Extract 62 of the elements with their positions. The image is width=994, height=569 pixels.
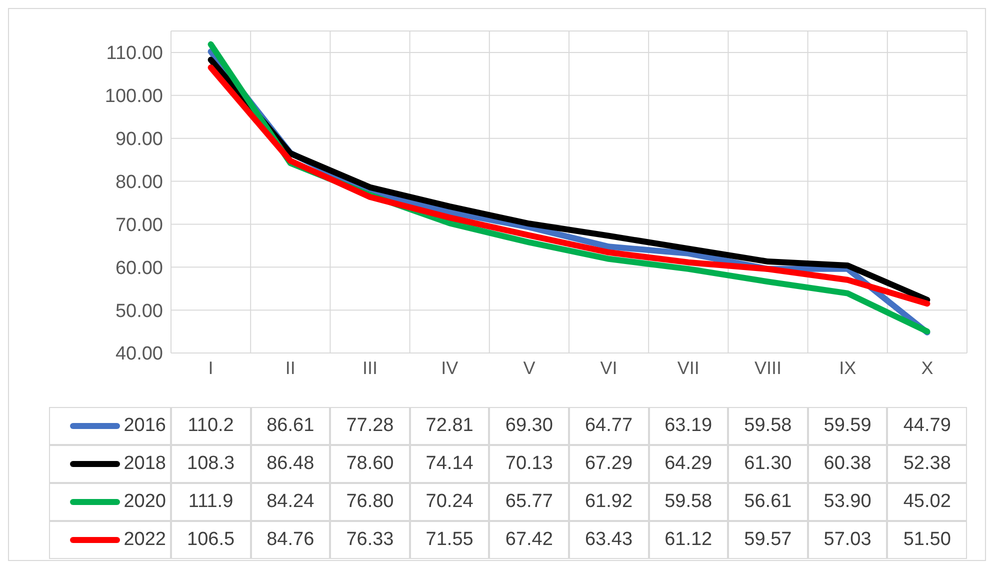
data-label: 69.30	[489, 407, 569, 445]
data-label: 111.9	[171, 483, 251, 521]
x-tick-label: V	[523, 358, 536, 378]
data-label: 70.13	[489, 445, 569, 483]
y-tick-label: 60.00	[115, 258, 163, 279]
x-tick-label: VII	[677, 358, 700, 378]
y-tick-label: 70.00	[115, 214, 163, 236]
y-tick-label: 100.00	[104, 86, 163, 108]
data-label: 76.80	[330, 483, 410, 521]
y-tick-label: 90.00	[115, 129, 163, 150]
data-label: 74.14	[410, 445, 490, 483]
data-label: 60.38	[808, 445, 888, 483]
y-tick-label: 40.00	[115, 344, 163, 365]
data-label: 110.2	[171, 407, 251, 445]
data-label: 84.24	[250, 483, 330, 521]
data-label: 71.55	[410, 521, 490, 559]
x-tick-label: VIII	[754, 358, 782, 378]
x-tick-label: III	[362, 358, 378, 378]
data-label: 53.90	[808, 483, 888, 521]
data-label: 51.50	[887, 521, 967, 559]
data-label: 45.02	[887, 483, 967, 521]
data-label: 76.33	[330, 521, 410, 559]
data-label: 44.79	[887, 407, 967, 445]
x-tick-label: VI	[600, 358, 618, 378]
data-label: 64.77	[568, 407, 649, 445]
legend-label: 2016	[124, 415, 166, 437]
data-label: 52.38	[887, 445, 967, 483]
legend-label: 2020	[124, 491, 166, 513]
data-label: 64.29	[648, 445, 728, 483]
legend-label: 2022	[124, 529, 166, 551]
data-label: 67.29	[568, 445, 649, 483]
data-label: 61.92	[568, 483, 649, 521]
x-tick-label: X	[921, 358, 934, 378]
x-tick-label: II	[285, 358, 296, 378]
y-tick-label: 50.00	[115, 300, 163, 322]
data-label: 56.61	[728, 483, 808, 521]
data-label: 86.48	[250, 445, 330, 483]
data-label: 72.81	[410, 407, 490, 445]
data-label: 84.76	[250, 521, 330, 559]
data-label: 59.59	[808, 407, 888, 445]
data-label: 65.77	[489, 483, 569, 521]
x-tick-label: IX	[839, 358, 856, 378]
data-label: 108.3	[171, 445, 251, 483]
data-label: 67.42	[489, 521, 569, 559]
y-tick-label: 80.00	[115, 172, 163, 194]
legend-label: 2018	[124, 453, 166, 475]
data-label: 59.57	[728, 521, 808, 559]
data-label: 61.12	[648, 521, 728, 559]
y-tick-label: 110.00	[106, 43, 163, 64]
data-label: 86.61	[250, 407, 330, 445]
data-label: 59.58	[728, 407, 808, 445]
data-label: 106.5	[171, 521, 251, 559]
data-label: 78.60	[330, 445, 410, 483]
x-tick-label: I	[208, 358, 214, 378]
data-label: 70.24	[410, 483, 490, 521]
data-label: 63.19	[648, 407, 728, 445]
data-label: 77.28	[330, 407, 410, 445]
data-label: 61.30	[728, 445, 808, 483]
data-label: 63.43	[568, 521, 649, 559]
data-label: 57.03	[808, 521, 888, 559]
data-label: 59.58	[648, 483, 728, 521]
x-tick-label: IV	[441, 358, 458, 378]
